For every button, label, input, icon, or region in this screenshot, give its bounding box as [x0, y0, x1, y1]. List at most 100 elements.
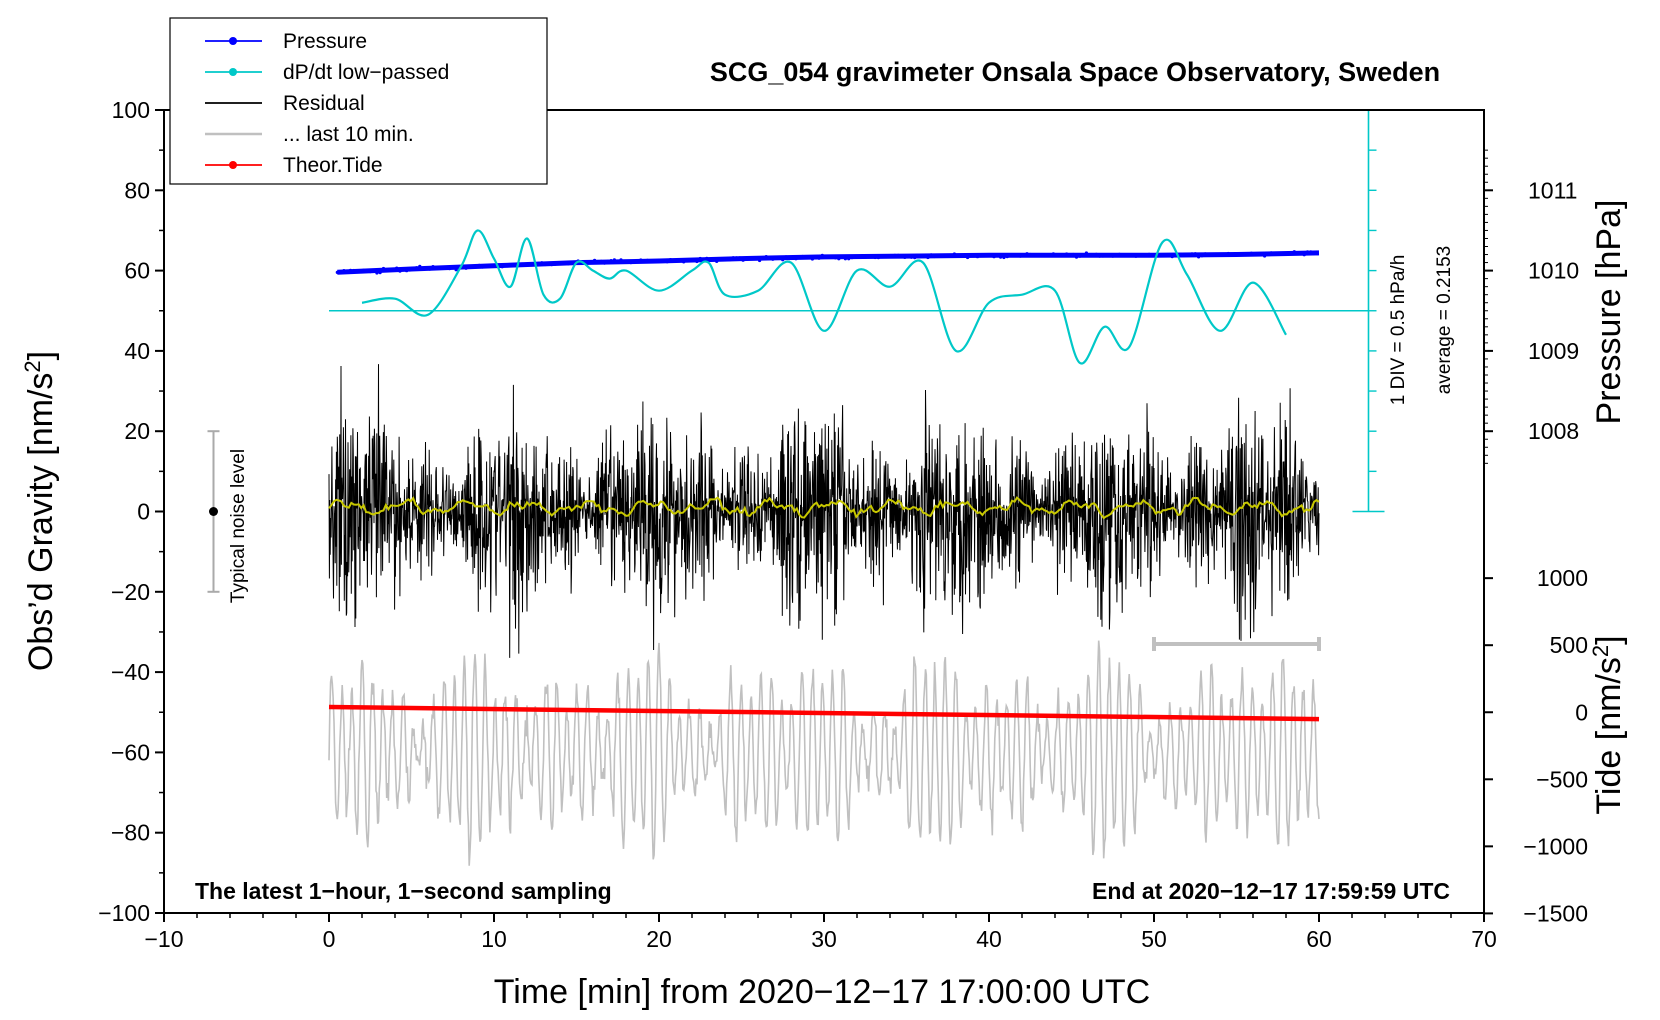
y-tick-label: −80	[111, 820, 150, 846]
pressure-point	[830, 255, 834, 259]
pressure-point	[1144, 253, 1148, 257]
pressure-point	[1098, 254, 1102, 258]
pressure-tick-label: 1011	[1528, 177, 1577, 203]
pressure-point	[781, 258, 785, 262]
pressure-point	[969, 253, 973, 257]
pressure-point	[362, 268, 366, 272]
pressure-point	[899, 254, 904, 258]
x-tick-label: 20	[646, 926, 672, 952]
pressure-point	[355, 269, 359, 273]
pressure-point	[870, 255, 874, 259]
pressure-point	[381, 266, 386, 271]
y-tick-label: 60	[124, 258, 150, 284]
pressure-point	[876, 256, 881, 260]
pressure-point	[1276, 252, 1280, 256]
pressure-point	[464, 266, 468, 270]
pressure-point	[715, 259, 719, 263]
pressure-point	[804, 256, 808, 260]
pressure-point	[893, 253, 897, 257]
pressure-point	[619, 258, 623, 262]
pressure-point	[989, 253, 993, 257]
pressure-point	[817, 256, 821, 260]
pressure-point	[421, 267, 425, 271]
pressure-point	[1074, 255, 1079, 259]
pressure-point	[850, 256, 854, 260]
note-latest-hour: The latest 1−hour, 1−second sampling	[195, 878, 612, 904]
pressure-point	[1157, 253, 1161, 257]
pressure-point	[966, 255, 970, 260]
pressure-point	[929, 253, 933, 257]
pressure-point	[480, 265, 485, 269]
pressure-point	[1140, 253, 1145, 257]
pressure-point	[952, 252, 957, 256]
pressure-point	[685, 258, 689, 262]
pressure-point	[609, 259, 613, 263]
pressure-point	[1137, 254, 1141, 258]
pressure-point	[629, 261, 633, 265]
pressure-point	[378, 271, 382, 275]
pressure-point	[1315, 252, 1319, 256]
pressure-point	[593, 258, 597, 262]
x-tick-label: 0	[323, 926, 336, 952]
y-axis-title-left: Obs’d Gravity [nm/s2]	[20, 351, 60, 671]
pressure-point	[949, 253, 953, 258]
pressure-point	[388, 267, 392, 271]
pressure-point	[500, 265, 504, 269]
y-axis-title-left-main: Obs’d Gravity [nm/s	[22, 373, 60, 672]
pressure-point	[520, 262, 524, 266]
pressure-point	[649, 260, 653, 264]
x-tick-label: 30	[811, 926, 837, 952]
pressure-point	[655, 259, 659, 263]
pressure-point	[718, 257, 722, 261]
pressure-point	[705, 256, 709, 260]
pressure-point	[890, 254, 894, 258]
series-layer	[207, 109, 1385, 866]
pressure-point	[652, 259, 656, 263]
pressure-point	[560, 261, 564, 265]
pressure-point	[1131, 253, 1135, 257]
pressure-point	[1220, 253, 1224, 257]
y-axis-title-tide-main: Tide [nm/s	[1590, 657, 1628, 814]
legend-label: Pressure	[283, 30, 367, 53]
pressure-point	[1272, 251, 1277, 255]
pressure-point	[1197, 255, 1201, 259]
pressure-point	[873, 255, 877, 260]
pressure-point	[1065, 252, 1069, 256]
pressure-point	[1302, 253, 1306, 257]
y-tick-label: 20	[124, 418, 150, 444]
pressure-point	[471, 264, 475, 269]
pressure-tick-label: 1008	[1528, 418, 1579, 444]
pressure-point	[668, 258, 673, 262]
pressure-point	[1296, 252, 1300, 256]
pressure-point	[589, 260, 593, 264]
pressure-point	[1226, 251, 1230, 256]
pressure-point	[612, 258, 617, 262]
noise-level-label: Typical noise level	[228, 449, 249, 603]
scale-bar-div-label: 1 DIV = 0.5 hPa/h	[1388, 255, 1409, 406]
pressure-point	[1256, 252, 1260, 257]
pressure-point	[728, 258, 732, 262]
pressure-point	[1183, 253, 1187, 257]
pressure-point	[1041, 253, 1046, 257]
pressure-point	[418, 264, 422, 268]
legend-label: dP/dt low−passed	[283, 61, 449, 84]
pressure-point	[431, 265, 435, 269]
pressure-point	[682, 260, 686, 264]
pressure-point	[824, 255, 828, 259]
pressure-point	[1061, 253, 1065, 257]
y-axis-title-left-end: ]	[22, 351, 60, 360]
tide-tick-label: −1000	[1523, 833, 1588, 859]
pressure-point	[405, 269, 409, 273]
pressure-point	[1236, 253, 1240, 257]
pressure-point	[1038, 254, 1042, 258]
pressure-point	[1246, 252, 1250, 256]
pressure-point	[774, 256, 778, 260]
pressure-point	[734, 256, 739, 260]
pressure-point	[395, 266, 399, 270]
legend-label: Theor.Tide	[283, 154, 383, 177]
pressure-point	[791, 255, 795, 260]
pressure-point	[880, 254, 884, 258]
pressure-point	[635, 260, 640, 264]
pressure-point	[1104, 253, 1108, 257]
pressure-point	[1243, 252, 1247, 256]
